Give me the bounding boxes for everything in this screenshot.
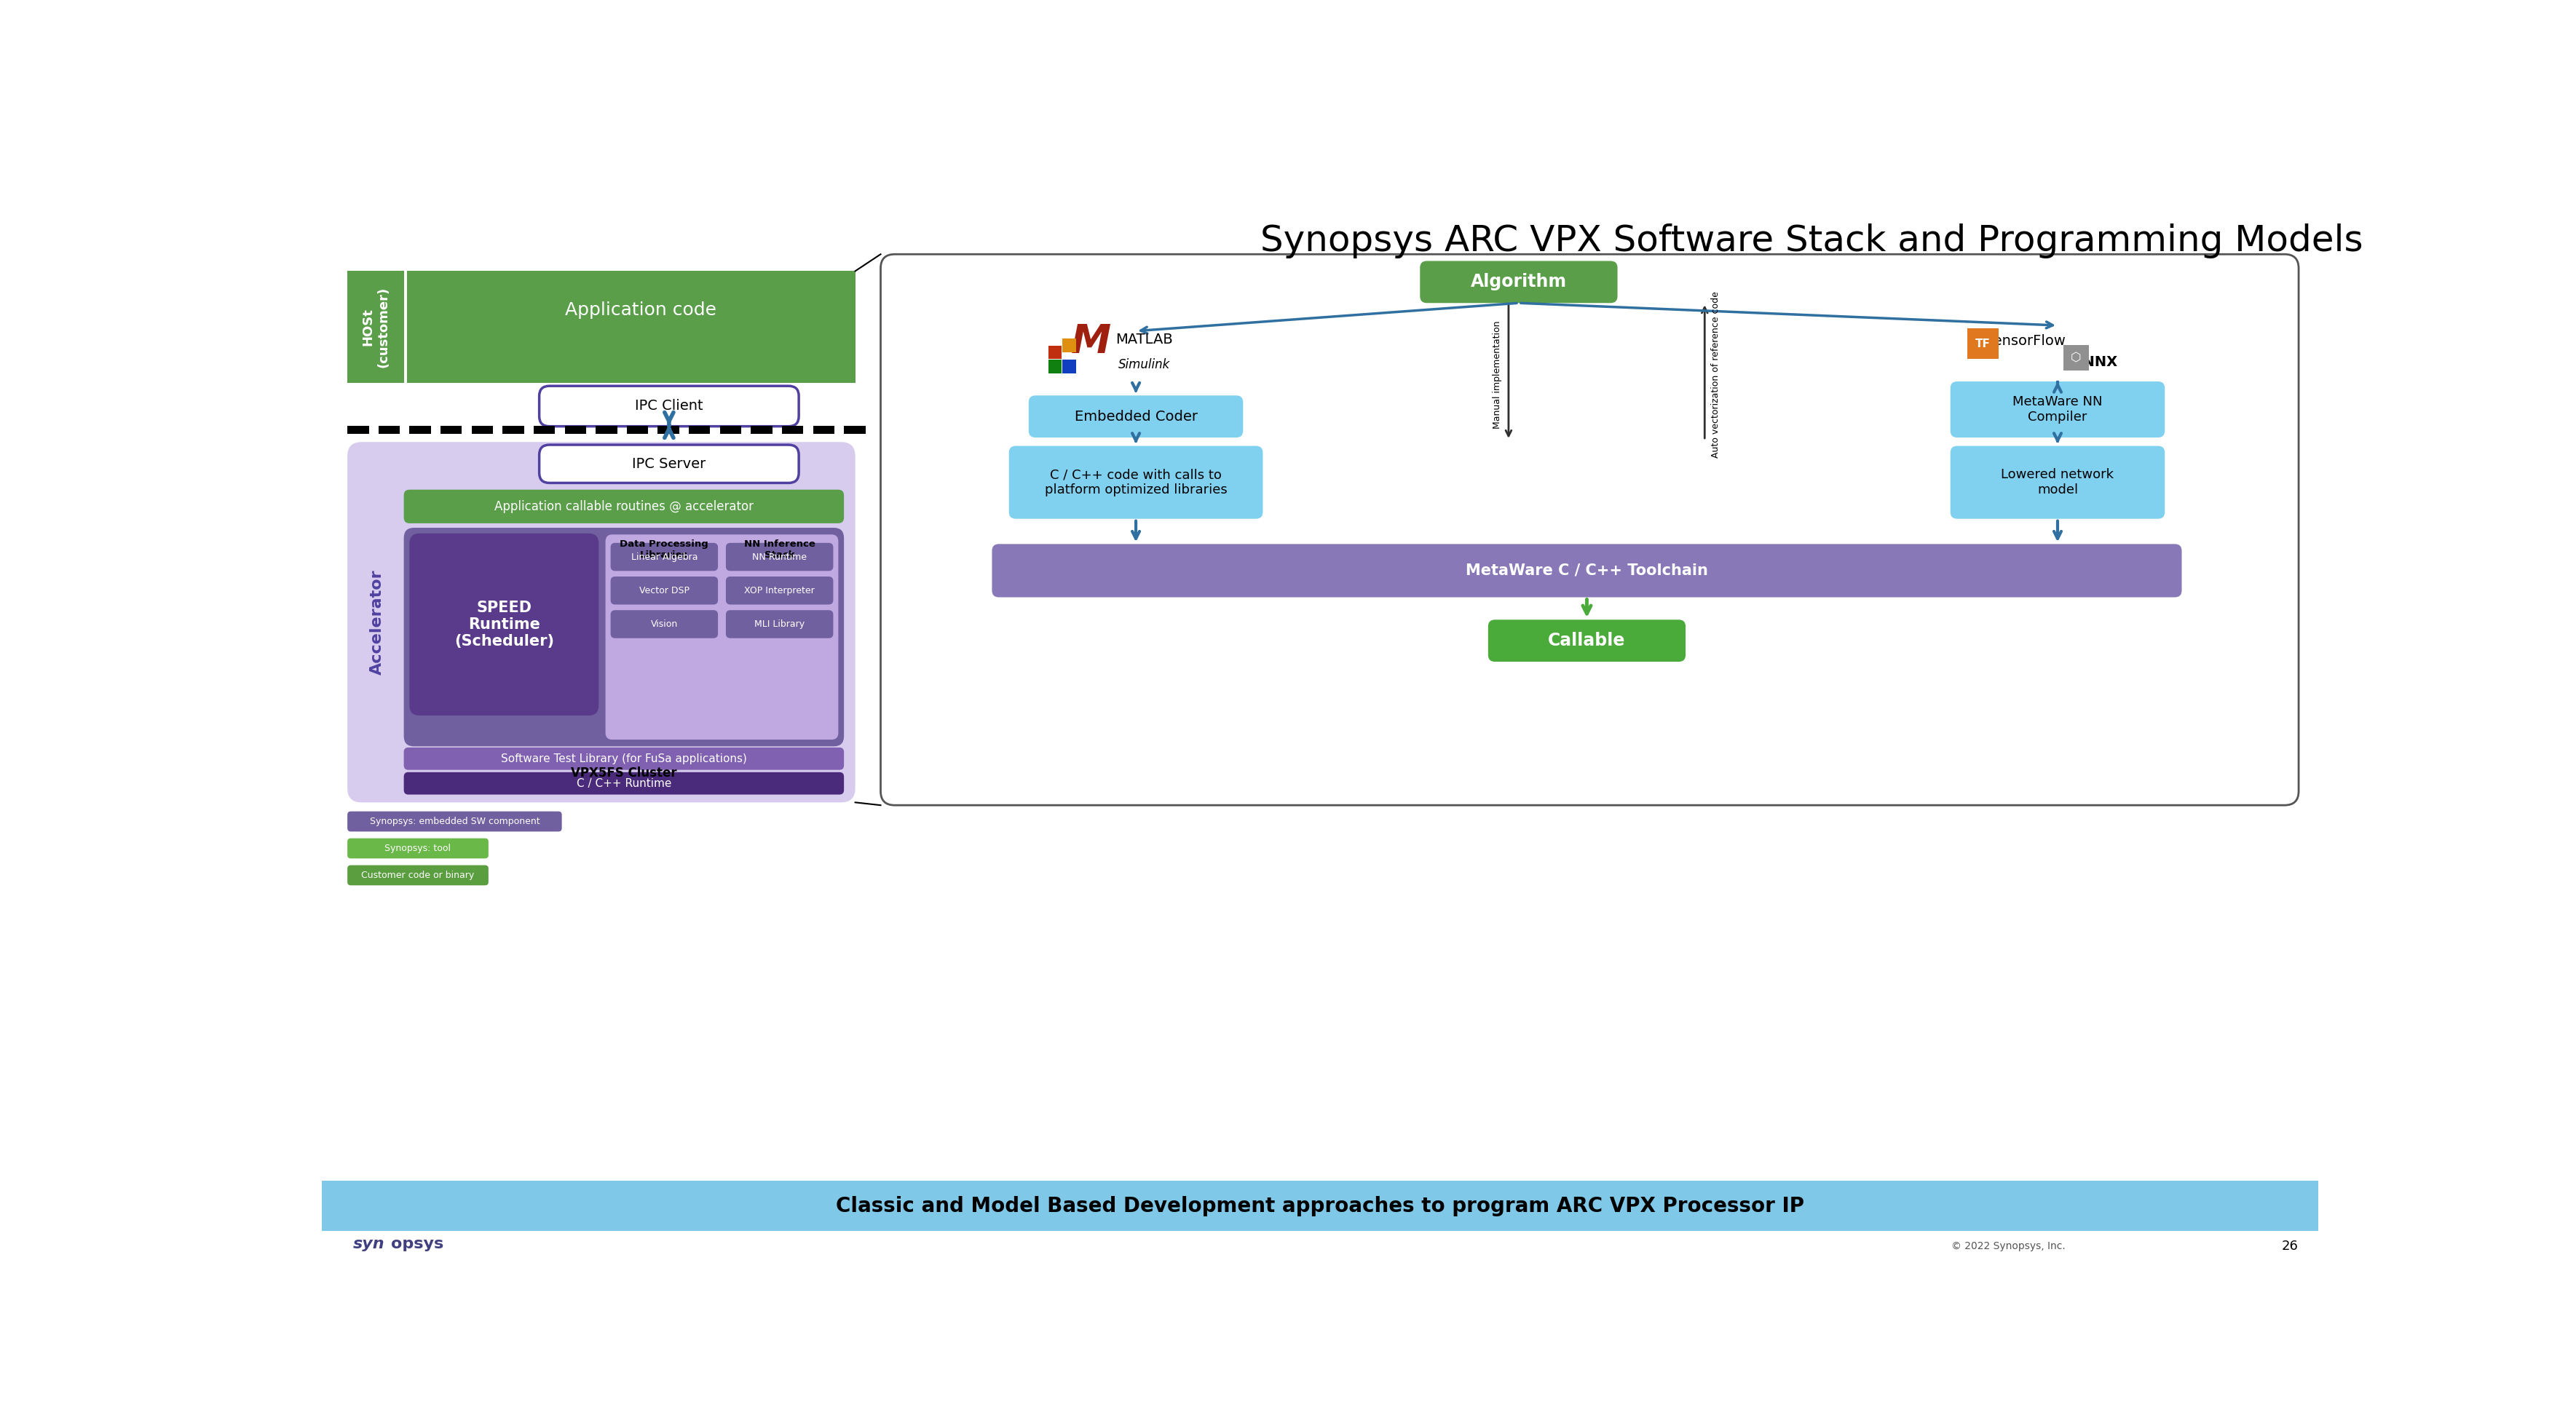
Text: Application code: Application code bbox=[564, 302, 716, 319]
FancyBboxPatch shape bbox=[538, 445, 799, 484]
FancyBboxPatch shape bbox=[605, 535, 837, 740]
Bar bbox=[688, 425, 711, 434]
Bar bbox=[471, 425, 492, 434]
Bar bbox=[595, 425, 618, 434]
Text: MetaWare NN
Compiler: MetaWare NN Compiler bbox=[2012, 396, 2102, 424]
Text: NN Inference
Stack: NN Inference Stack bbox=[744, 539, 814, 560]
Text: Synopsys: tool: Synopsys: tool bbox=[384, 844, 451, 854]
Text: MLI Library: MLI Library bbox=[755, 620, 804, 630]
Text: Auto vectorization of reference code: Auto vectorization of reference code bbox=[1710, 291, 1721, 458]
Text: NN Runtime: NN Runtime bbox=[752, 552, 806, 562]
Bar bbox=[1048, 360, 1061, 373]
FancyBboxPatch shape bbox=[726, 610, 832, 638]
Bar bbox=[379, 425, 399, 434]
Text: Manual implementation: Manual implementation bbox=[1492, 320, 1502, 428]
Text: Application callable routines @ accelerator: Application callable routines @ accelera… bbox=[495, 501, 755, 513]
FancyBboxPatch shape bbox=[1419, 261, 1618, 303]
Bar bbox=[440, 425, 461, 434]
Text: Callable: Callable bbox=[1548, 632, 1625, 649]
Text: Algorithm: Algorithm bbox=[1471, 274, 1566, 291]
Bar bbox=[783, 425, 804, 434]
Bar bbox=[1048, 346, 1061, 359]
Bar bbox=[814, 425, 835, 434]
FancyBboxPatch shape bbox=[1010, 445, 1262, 519]
Text: M: M bbox=[1072, 322, 1110, 362]
Text: ⬡: ⬡ bbox=[2071, 352, 2081, 364]
Text: Data Processing
Libraries: Data Processing Libraries bbox=[621, 539, 708, 560]
FancyBboxPatch shape bbox=[348, 811, 562, 831]
Text: 26: 26 bbox=[2282, 1239, 2298, 1254]
Text: HOSt
(customer): HOSt (customer) bbox=[361, 286, 389, 367]
FancyBboxPatch shape bbox=[611, 610, 719, 638]
FancyBboxPatch shape bbox=[348, 442, 855, 803]
FancyBboxPatch shape bbox=[410, 533, 598, 716]
Text: MATLAB: MATLAB bbox=[1115, 332, 1172, 346]
FancyBboxPatch shape bbox=[348, 838, 489, 858]
FancyBboxPatch shape bbox=[1950, 381, 2164, 438]
FancyBboxPatch shape bbox=[726, 543, 832, 571]
Bar bbox=[1061, 339, 1077, 352]
Text: Classic and Model Based Development approaches to program ARC VPX Processor IP: Classic and Model Based Development appr… bbox=[837, 1195, 1803, 1217]
Text: Embedded Coder: Embedded Coder bbox=[1074, 410, 1198, 424]
FancyBboxPatch shape bbox=[611, 577, 719, 604]
Text: MetaWare C / C++ Toolchain: MetaWare C / C++ Toolchain bbox=[1466, 563, 1708, 579]
Text: IPC Server: IPC Server bbox=[631, 457, 706, 471]
Text: Customer code or binary: Customer code or binary bbox=[361, 871, 474, 881]
Text: C / C++ Runtime: C / C++ Runtime bbox=[577, 778, 672, 788]
Bar bbox=[564, 425, 587, 434]
Bar bbox=[626, 425, 649, 434]
Bar bbox=[322, 1181, 2318, 1231]
FancyBboxPatch shape bbox=[404, 773, 845, 794]
Text: VPX5FS Cluster: VPX5FS Cluster bbox=[572, 767, 677, 780]
FancyBboxPatch shape bbox=[1950, 445, 2164, 519]
Text: Synopsys: embedded SW component: Synopsys: embedded SW component bbox=[368, 817, 538, 827]
Bar bbox=[410, 425, 430, 434]
Bar bbox=[2063, 345, 2089, 370]
FancyBboxPatch shape bbox=[348, 865, 489, 885]
Bar bbox=[1968, 328, 1999, 359]
Bar bbox=[348, 271, 404, 383]
Text: Vector DSP: Vector DSP bbox=[639, 586, 690, 596]
Bar bbox=[502, 425, 523, 434]
FancyBboxPatch shape bbox=[611, 543, 719, 571]
Bar bbox=[407, 271, 855, 383]
Text: TensorFlow: TensorFlow bbox=[1986, 335, 2066, 347]
Text: SPEED
Runtime
(Scheduler): SPEED Runtime (Scheduler) bbox=[453, 600, 554, 648]
FancyBboxPatch shape bbox=[538, 386, 799, 427]
Bar bbox=[1061, 360, 1077, 373]
Bar bbox=[845, 425, 866, 434]
Text: Simulink: Simulink bbox=[1118, 359, 1170, 372]
Text: Lowered network
model: Lowered network model bbox=[2002, 468, 2115, 496]
FancyBboxPatch shape bbox=[1489, 620, 1685, 662]
Bar bbox=[533, 425, 554, 434]
FancyBboxPatch shape bbox=[404, 527, 845, 746]
FancyBboxPatch shape bbox=[726, 577, 832, 604]
Text: ONNX: ONNX bbox=[2071, 354, 2117, 369]
Text: C / C++ code with calls to
platform optimized libraries: C / C++ code with calls to platform opti… bbox=[1046, 468, 1226, 496]
Text: © 2022 Synopsys, Inc.: © 2022 Synopsys, Inc. bbox=[1950, 1241, 2066, 1252]
Bar bbox=[750, 425, 773, 434]
FancyBboxPatch shape bbox=[881, 254, 2298, 805]
Text: XOP Interpreter: XOP Interpreter bbox=[744, 586, 814, 596]
FancyBboxPatch shape bbox=[404, 489, 845, 523]
Bar bbox=[719, 425, 742, 434]
Text: opsys: opsys bbox=[392, 1236, 443, 1251]
Text: Linear Algebra: Linear Algebra bbox=[631, 552, 698, 562]
FancyBboxPatch shape bbox=[1028, 396, 1244, 438]
Text: syn: syn bbox=[353, 1236, 384, 1251]
FancyBboxPatch shape bbox=[404, 747, 845, 770]
Text: TF: TF bbox=[1976, 337, 1991, 349]
Bar bbox=[657, 425, 680, 434]
FancyBboxPatch shape bbox=[992, 545, 2182, 597]
Text: Synopsys ARC VPX Software Stack and Programming Models: Synopsys ARC VPX Software Stack and Prog… bbox=[1260, 224, 2362, 258]
Text: Accelerator: Accelerator bbox=[368, 570, 384, 675]
Bar bbox=[348, 425, 368, 434]
Text: Software Test Library (for FuSa applications): Software Test Library (for FuSa applicat… bbox=[500, 753, 747, 764]
Text: IPC Client: IPC Client bbox=[634, 400, 703, 413]
Text: Vision: Vision bbox=[652, 620, 677, 630]
